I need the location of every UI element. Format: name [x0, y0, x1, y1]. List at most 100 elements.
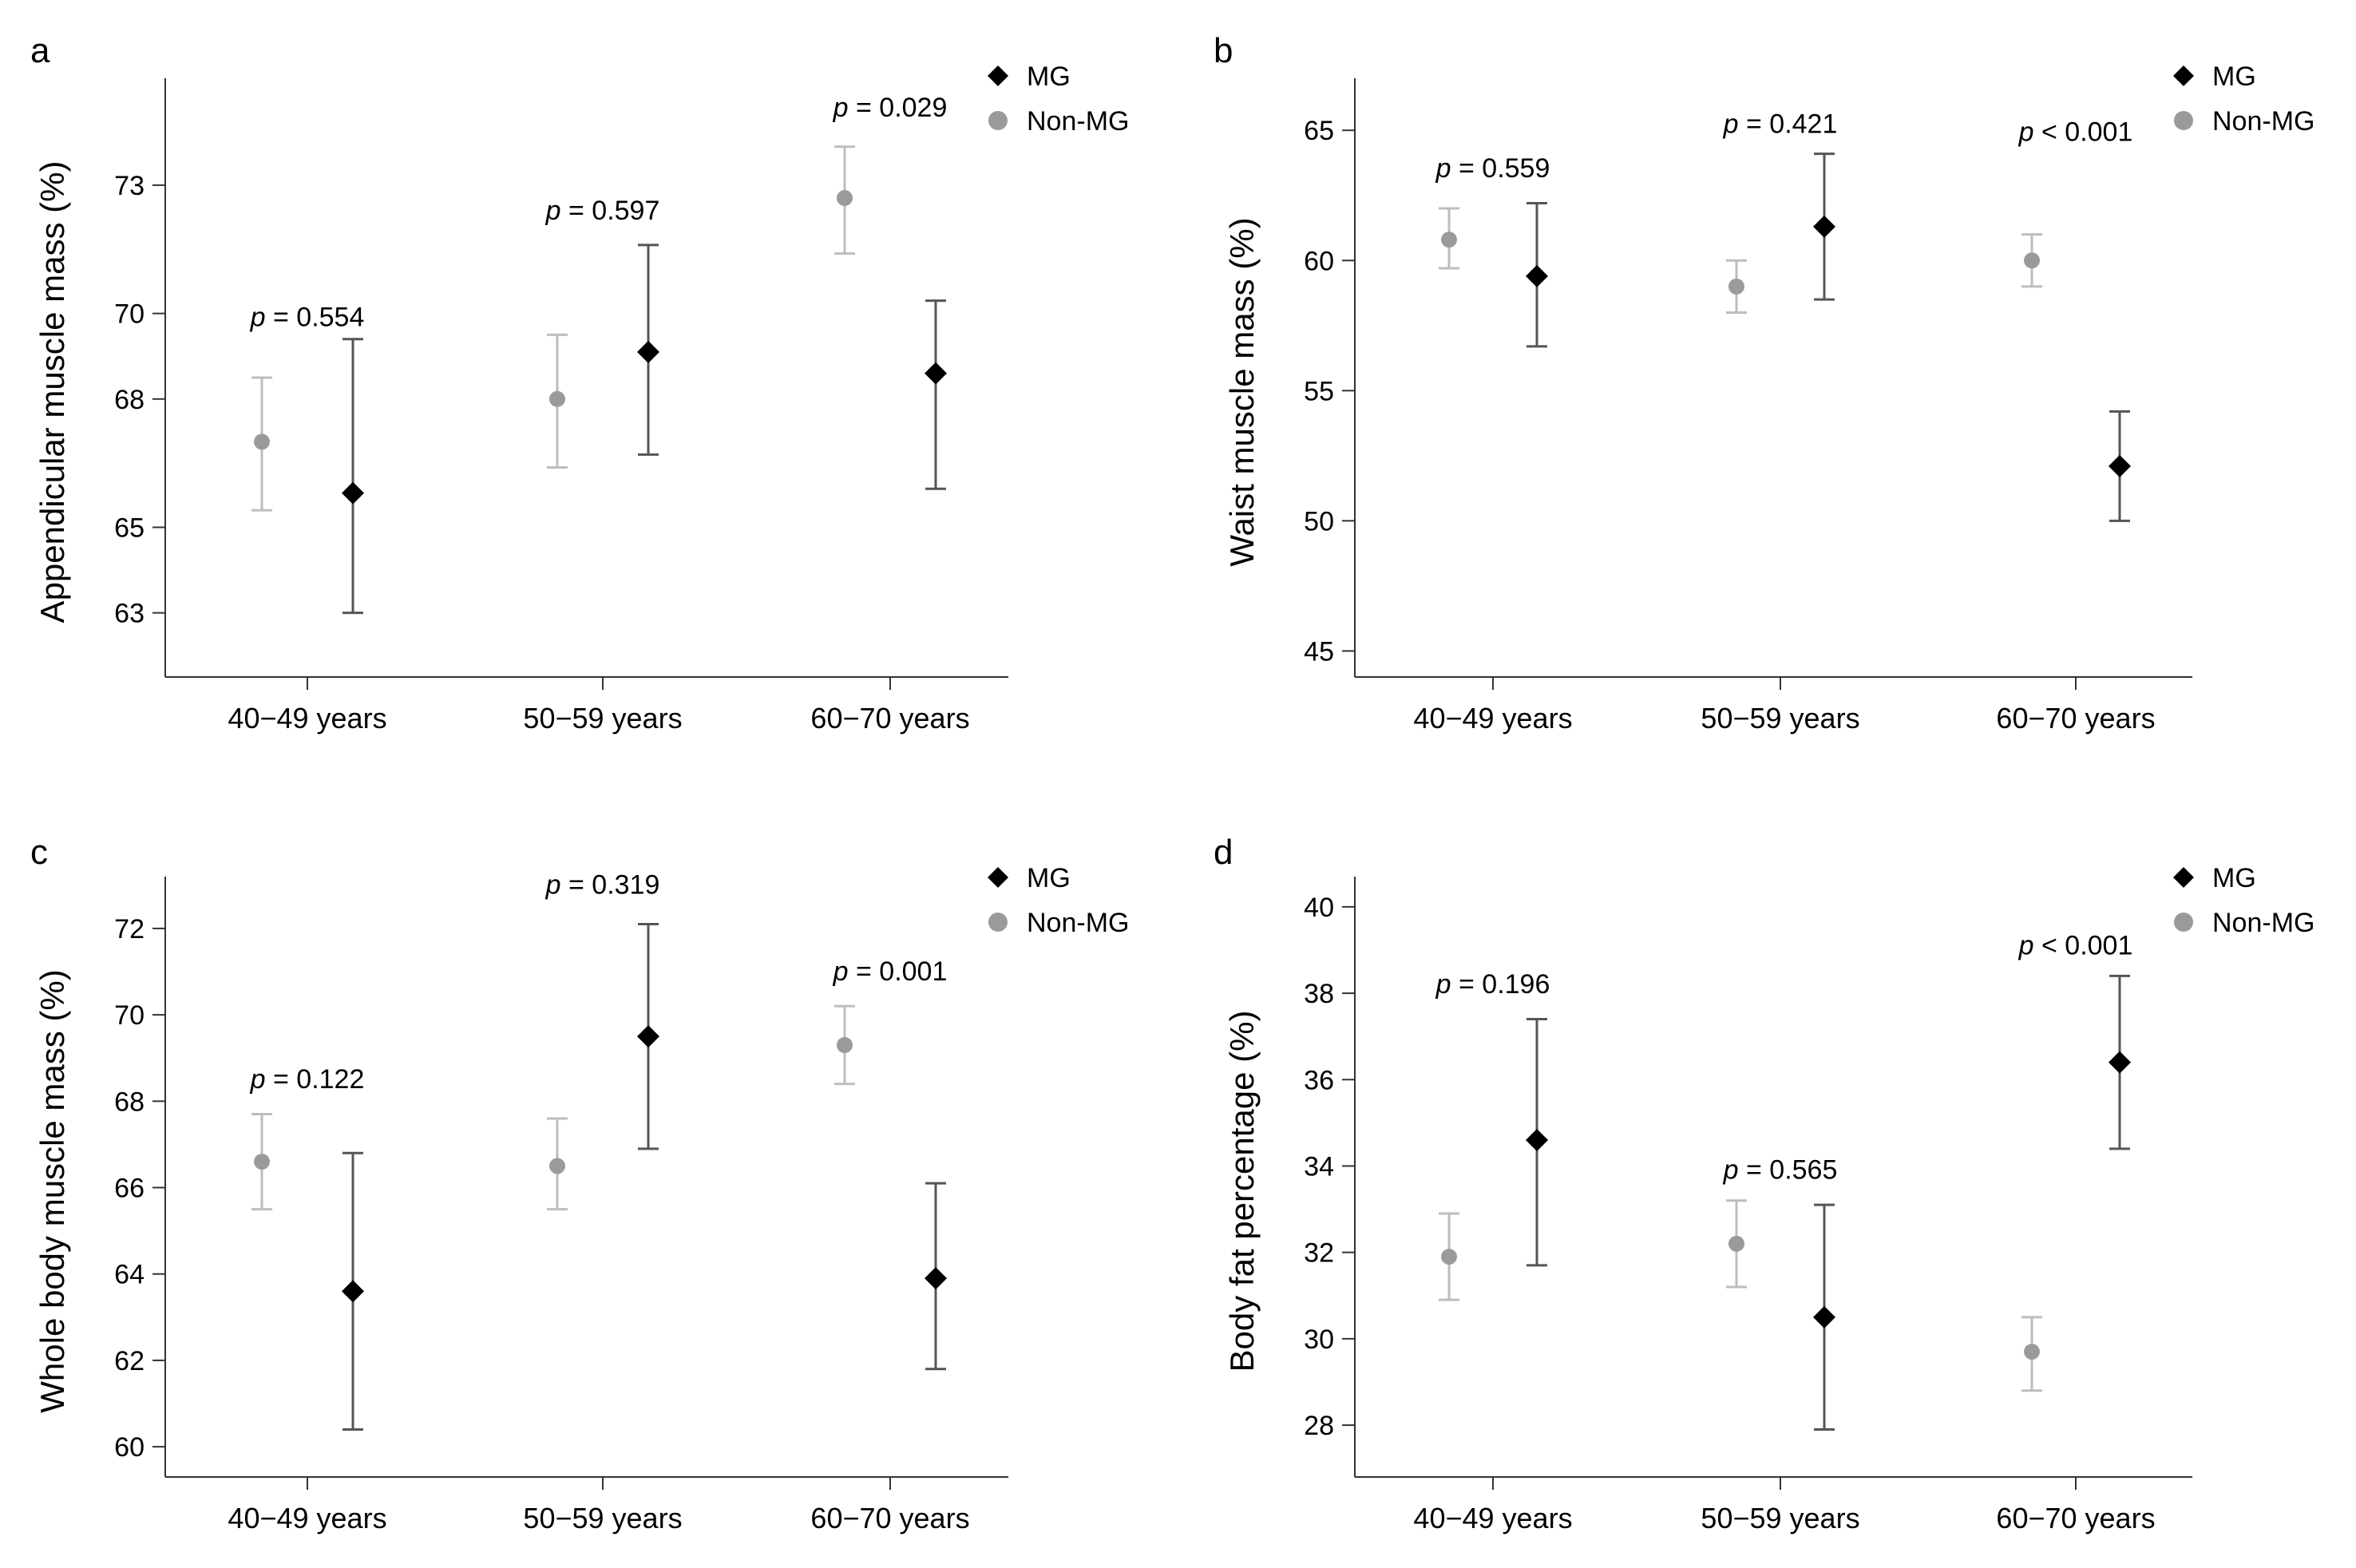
non-mg-point	[1441, 232, 1457, 248]
legend-mg-marker	[988, 65, 1008, 86]
panel-label: a	[30, 31, 50, 70]
x-tick-label: 40−49 years	[1413, 702, 1572, 735]
non-mg-point	[1728, 278, 1744, 295]
legend-non-mg-marker	[988, 111, 1008, 130]
x-tick-label: 40−49 years	[1413, 1502, 1572, 1534]
y-tick-label: 72	[114, 914, 145, 944]
p-value-annotation: p = 0.565	[1723, 1155, 1838, 1186]
y-tick-label: 34	[1304, 1151, 1334, 1182]
panel-label: d	[1214, 833, 1233, 872]
p-value-annotation: p = 0.122	[250, 1064, 365, 1095]
non-mg-point	[837, 190, 853, 206]
x-tick-label: 50−59 years	[1701, 1502, 1859, 1534]
panel-b: b 45 50 55 60 65 Waist muscle mass (%) 40−49 ye…	[1214, 31, 2314, 735]
y-tick-label: 38	[1304, 979, 1334, 1009]
p-value-annotation: p = 0.554	[250, 303, 365, 333]
mg-point	[1813, 215, 1835, 238]
y-tick-label: 36	[1304, 1065, 1334, 1095]
p-value-annotation: p < 0.001	[2018, 117, 2133, 147]
legend: MG Non-MG	[988, 863, 1129, 938]
panel-label: b	[1214, 31, 1233, 70]
panel-c: c 60 62 64 66 68 70 72 Whole body muscle mass (%…	[30, 833, 1129, 1534]
y-tick-label: 65	[114, 513, 145, 544]
non-mg-point	[1728, 1235, 1744, 1252]
mg-point	[2109, 454, 2131, 477]
y-tick-label: 68	[114, 1087, 145, 1117]
legend-mg-label: MG	[2212, 863, 2256, 893]
mg-point	[342, 1280, 364, 1303]
y-tick-label: 70	[114, 299, 145, 330]
non-mg-point	[837, 1036, 853, 1053]
y-tick-label: 60	[114, 1432, 145, 1463]
panel-a: a 63 65 68 70 73 Appendicular muscle mass (%) 4…	[30, 31, 1129, 735]
y-tick-label: 73	[114, 171, 145, 201]
x-tick-label: 60−70 years	[810, 702, 969, 735]
y-tick-label: 45	[1304, 636, 1334, 667]
mg-point	[2109, 1051, 2131, 1074]
p-value-annotation: p = 0.319	[545, 870, 660, 901]
y-tick-label: 63	[114, 599, 145, 629]
x-tick-label: 40−49 years	[228, 702, 386, 735]
panel-label: c	[30, 833, 48, 872]
legend-mg-marker	[2173, 867, 2194, 888]
legend-mg-marker	[988, 867, 1008, 888]
y-tick-label: 64	[114, 1260, 145, 1290]
y-tick-label: 68	[114, 385, 145, 415]
x-tick-label: 50−59 years	[523, 1502, 682, 1534]
y-tick-label: 60	[1304, 246, 1334, 276]
x-tick-label: 60−70 years	[1996, 702, 2155, 735]
legend-mg-marker	[2173, 65, 2194, 86]
y-axis-label: Whole body muscle mass (%)	[34, 969, 71, 1413]
legend: MG Non-MG	[2173, 61, 2314, 137]
y-tick-label: 62	[114, 1346, 145, 1376]
y-axis-label: Body fat percentage (%)	[1223, 1011, 1261, 1372]
y-tick-label: 70	[114, 1000, 145, 1031]
x-tick-label: 60−70 years	[1996, 1502, 2155, 1534]
legend-non-mg-label: Non-MG	[2212, 106, 2314, 137]
p-value-annotation: p = 0.196	[1435, 969, 1550, 1000]
legend-non-mg-label: Non-MG	[1027, 908, 1129, 938]
legend: MG Non-MG	[2173, 863, 2314, 938]
non-mg-point	[254, 434, 270, 450]
p-value-annotation: p = 0.029	[833, 93, 948, 123]
mg-point	[637, 340, 659, 363]
y-tick-label: 30	[1304, 1324, 1334, 1355]
legend-non-mg-label: Non-MG	[2212, 908, 2314, 938]
mg-point	[925, 1267, 947, 1290]
y-axis-label: Appendicular muscle mass (%)	[34, 161, 71, 624]
legend-mg-label: MG	[2212, 61, 2256, 92]
p-value-annotation: p = 0.001	[833, 956, 948, 987]
legend-non-mg-marker	[2174, 111, 2193, 130]
legend-non-mg-label: Non-MG	[1027, 106, 1129, 137]
x-tick-label: 40−49 years	[228, 1502, 386, 1534]
mg-point	[925, 362, 947, 385]
mg-point	[342, 481, 364, 505]
mg-point	[1526, 264, 1548, 287]
legend-mg-label: MG	[1027, 61, 1071, 92]
y-tick-label: 66	[114, 1174, 145, 1204]
x-tick-label: 50−59 years	[1701, 702, 1859, 735]
non-mg-point	[549, 1158, 565, 1174]
y-tick-label: 28	[1304, 1411, 1334, 1441]
mg-point	[637, 1025, 659, 1048]
y-tick-label: 40	[1304, 893, 1334, 923]
y-tick-label: 55	[1304, 376, 1334, 406]
non-mg-point	[2024, 1344, 2040, 1360]
legend-non-mg-marker	[988, 913, 1008, 932]
y-tick-label: 50	[1304, 506, 1334, 537]
x-tick-label: 60−70 years	[810, 1502, 969, 1534]
mg-point	[1813, 1305, 1835, 1328]
y-tick-label: 32	[1304, 1238, 1334, 1269]
mg-point	[1526, 1129, 1548, 1152]
p-value-annotation: p = 0.597	[545, 196, 660, 226]
panel-d: d 28 30 32 34 36 38 40 Body fat percentage (%) 40…	[1214, 833, 2314, 1534]
legend-mg-label: MG	[1027, 863, 1071, 893]
p-value-annotation: p = 0.559	[1435, 153, 1550, 184]
non-mg-point	[254, 1154, 270, 1170]
x-tick-label: 50−59 years	[523, 702, 682, 735]
y-tick-label: 65	[1304, 116, 1334, 146]
p-value-annotation: p < 0.001	[2018, 930, 2133, 960]
p-value-annotation: p = 0.421	[1723, 109, 1838, 139]
y-axis-label: Waist muscle mass (%)	[1223, 217, 1261, 566]
